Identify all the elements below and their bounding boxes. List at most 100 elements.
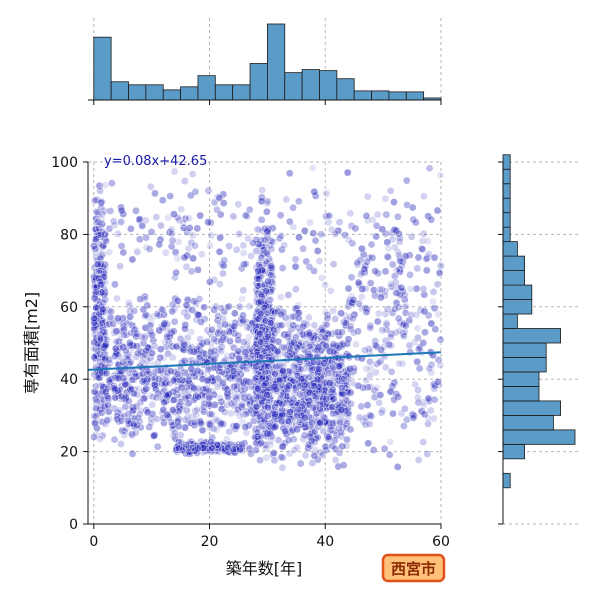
scatter-point bbox=[93, 353, 101, 362]
scatter-point bbox=[168, 307, 176, 316]
scatter-point bbox=[377, 293, 385, 302]
scatter-point bbox=[167, 418, 175, 427]
scatter-point bbox=[286, 408, 294, 417]
scatter-point bbox=[160, 310, 168, 319]
scatter-point bbox=[274, 337, 283, 346]
scatter-point bbox=[111, 393, 119, 402]
scatter-point bbox=[102, 237, 111, 246]
y-tick-label: 40 bbox=[60, 372, 78, 388]
histogram-bar bbox=[301, 69, 320, 101]
scatter-point bbox=[310, 321, 319, 330]
scatter-point bbox=[126, 341, 135, 350]
scatter-point bbox=[111, 385, 119, 394]
scatter-point bbox=[206, 241, 214, 250]
scatter-point bbox=[285, 217, 294, 226]
histogram-bar bbox=[502, 197, 511, 214]
scatter-point bbox=[149, 312, 158, 321]
scatter-point bbox=[186, 347, 194, 356]
scatter-point bbox=[301, 413, 309, 422]
scatter-point bbox=[427, 319, 436, 328]
scatter-point bbox=[129, 389, 138, 398]
scatter-point bbox=[99, 305, 107, 314]
scatter-point bbox=[99, 383, 108, 391]
scatter-point bbox=[371, 368, 380, 377]
scatter-point bbox=[163, 320, 171, 329]
scatter-point bbox=[433, 206, 442, 215]
scatter-point bbox=[423, 237, 432, 245]
scatter-point bbox=[90, 242, 98, 250]
scatter-point bbox=[93, 372, 102, 381]
scatter-point bbox=[317, 274, 326, 282]
scatter-point bbox=[139, 305, 148, 314]
scatter-point bbox=[358, 244, 366, 253]
scatter-point bbox=[305, 263, 314, 271]
scatter-point bbox=[204, 186, 213, 195]
scatter-point bbox=[102, 369, 111, 378]
scatter-point bbox=[204, 218, 212, 226]
scatter-point bbox=[395, 251, 403, 259]
scatter-point bbox=[325, 212, 334, 220]
scatter-point bbox=[321, 280, 329, 289]
scatter-point bbox=[141, 323, 150, 332]
scatter-point bbox=[96, 187, 104, 195]
scatter-point bbox=[252, 446, 260, 454]
scatter-point bbox=[215, 363, 224, 372]
scatter-point bbox=[332, 409, 340, 418]
scatter-point bbox=[117, 206, 126, 215]
x-tick-label: 20 bbox=[201, 534, 219, 550]
scatter-point bbox=[334, 424, 343, 433]
scatter-point bbox=[285, 169, 294, 178]
scatter-point bbox=[160, 398, 168, 407]
scatter-point bbox=[245, 421, 253, 430]
scatter-point bbox=[117, 416, 126, 425]
scatter-point bbox=[254, 267, 263, 275]
scatter-point bbox=[413, 357, 422, 366]
scatter-point bbox=[119, 319, 128, 328]
scatter-point bbox=[97, 203, 105, 212]
scatter-point bbox=[182, 301, 191, 310]
scatter-point bbox=[372, 232, 381, 241]
scatter-point bbox=[199, 403, 208, 411]
scatter-point bbox=[110, 404, 119, 413]
scatter-point bbox=[381, 267, 390, 276]
scatter-point bbox=[347, 400, 355, 408]
scatter-point bbox=[435, 268, 444, 277]
scatter-point bbox=[263, 227, 272, 236]
scatter-point bbox=[271, 422, 280, 431]
scatter-point bbox=[419, 401, 428, 410]
scatter-point bbox=[207, 339, 215, 348]
scatter-point bbox=[324, 218, 333, 227]
scatter-point bbox=[409, 414, 418, 422]
scatter-point bbox=[239, 311, 247, 320]
scatter-point bbox=[419, 229, 428, 238]
scatter-point bbox=[278, 264, 287, 272]
scatter-point bbox=[363, 257, 371, 266]
scatter-point bbox=[239, 241, 248, 250]
scatter-point bbox=[97, 280, 105, 289]
scatter-point bbox=[94, 230, 103, 239]
scatter-point bbox=[98, 388, 107, 396]
x-tick-label: 0 bbox=[89, 534, 98, 550]
scatter-point bbox=[104, 393, 112, 402]
scatter-point bbox=[190, 418, 199, 427]
scatter-point bbox=[280, 241, 289, 249]
scatter-point bbox=[148, 410, 157, 418]
scatter-point bbox=[163, 369, 172, 378]
scatter-point bbox=[136, 423, 145, 432]
scatter-point bbox=[363, 192, 372, 201]
scatter-point bbox=[278, 400, 287, 408]
scatter-point bbox=[285, 449, 294, 458]
histogram-bar bbox=[502, 414, 554, 431]
x-axis-title: 築年数[年] bbox=[226, 559, 303, 578]
scatter-point bbox=[194, 392, 202, 401]
scatter-point bbox=[361, 346, 369, 355]
histogram-bar bbox=[502, 284, 533, 300]
scatter-point bbox=[103, 416, 111, 425]
scatter-point bbox=[209, 425, 218, 433]
scatter-point bbox=[366, 279, 375, 287]
scatter-point bbox=[229, 367, 238, 375]
scatter-point bbox=[239, 286, 248, 295]
scatter-point bbox=[180, 253, 189, 262]
scatter-point bbox=[224, 372, 232, 381]
histogram-bar bbox=[502, 299, 533, 315]
